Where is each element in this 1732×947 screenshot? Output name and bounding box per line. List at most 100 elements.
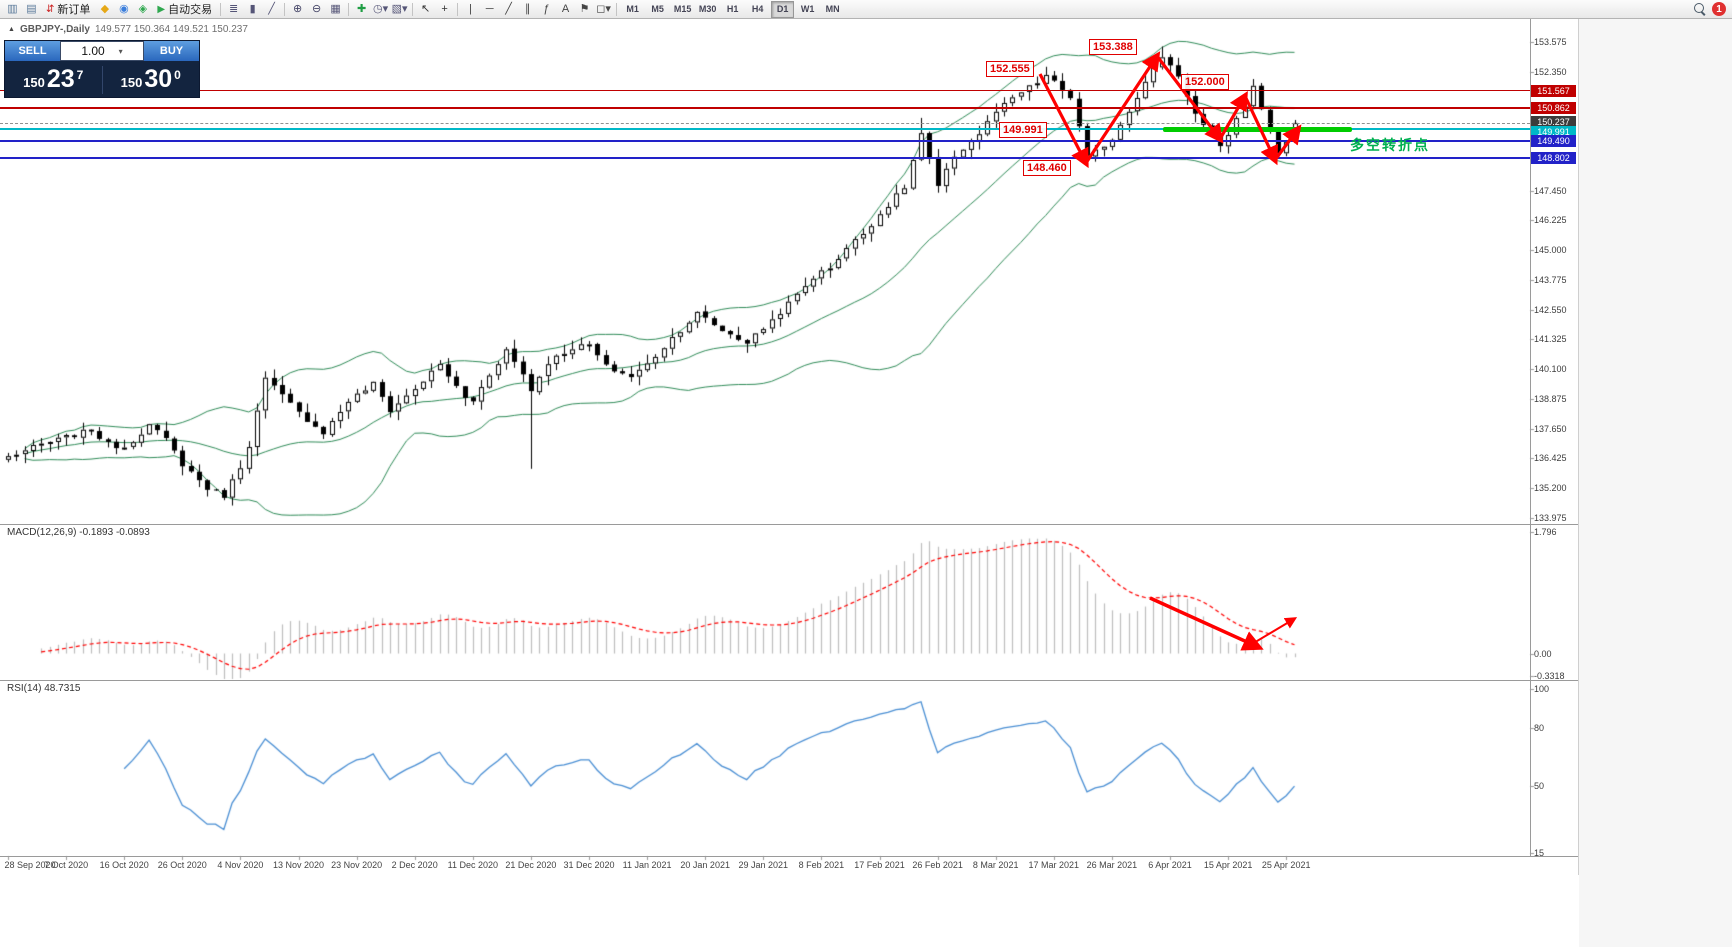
- date-tick: 26 Feb 2021: [912, 860, 963, 870]
- auto-trading-button-icon: ▶: [157, 3, 166, 15]
- trendline-icon[interactable]: ╱: [505, 2, 512, 15]
- timeframe-button-M5[interactable]: M5: [651, 4, 664, 14]
- fibonacci-icon[interactable]: ƒ: [543, 2, 550, 15]
- horizontal-line-icon[interactable]: ─: [485, 2, 494, 15]
- auto-trading-button-label: 自动交易: [168, 4, 213, 16]
- timeframe-button-H4[interactable]: H4: [751, 4, 764, 14]
- alerts-icon[interactable]: ◉: [119, 2, 129, 15]
- timeframe-button-M1[interactable]: M1: [626, 4, 639, 14]
- buy-button[interactable]: BUY: [144, 41, 199, 61]
- price-badge-148.802: 148.802: [1531, 151, 1576, 164]
- price-tick: 152.350: [1534, 66, 1567, 77]
- timeframe-button-D1[interactable]: D1: [771, 0, 795, 18]
- zoom-in-icon[interactable]: ⊕: [292, 2, 303, 15]
- rsi-tick: 15: [1534, 848, 1545, 859]
- new-chart-icon[interactable]: ▥: [7, 2, 18, 15]
- cursor-icon[interactable]: ↖: [420, 2, 431, 15]
- date-tick: 29 Jan 2021: [738, 860, 789, 870]
- date-tick: 4 Nov 2020: [217, 860, 264, 870]
- market-icon[interactable]: ◈: [138, 2, 148, 15]
- price-tick: 141.325: [1534, 334, 1567, 345]
- toolbar-separator: [616, 2, 618, 16]
- date-tick: 2 Dec 2020: [391, 860, 438, 870]
- date-tick: 21 Dec 2020: [505, 860, 557, 870]
- horizontal-level-line[interactable]: [0, 128, 1530, 131]
- main-toolbar: ▥ ▤ ⇵ 新订单 ◆ ◉ ◈ ▶ 自动交易 ≣ ▮ ╱ ⊕ ⊖ ▦ ✚ ◷▾ ▧▾ ↖ + | ─ ╱ ∥ ƒ A ⚑ ◻▾ M1 M5…: [0, 0, 1732, 19]
- bar-chart-icon[interactable]: ≣: [228, 2, 239, 15]
- date-tick: 7 Oct 2020: [44, 860, 89, 870]
- sell-price[interactable]: 150 23 7: [5, 67, 102, 92]
- rsi-tick: 80: [1534, 722, 1545, 733]
- price-tick: 142.550: [1534, 304, 1567, 315]
- rsi-tick: 50: [1534, 780, 1545, 791]
- price-tick: 153.575: [1534, 37, 1567, 47]
- horizontal-level-line[interactable]: [0, 157, 1530, 159]
- macd-label: MACD(12,26,9) -0.1893 -0.0893: [7, 527, 150, 538]
- buy-price[interactable]: 150 30 0: [103, 67, 200, 92]
- horizontal-level-line[interactable]: [0, 140, 1530, 142]
- timeframe-button-MN[interactable]: MN: [825, 4, 840, 14]
- date-tick: 16 Oct 2020: [99, 860, 149, 870]
- date-tick: 26 Mar 2021: [1086, 860, 1138, 870]
- symbol-period-label: GBPJPY-,Daily: [19, 24, 90, 35]
- price-badge-150.862: 150.862: [1531, 101, 1576, 114]
- profiles-icon[interactable]: ▤: [26, 2, 37, 15]
- price-annotation-box[interactable]: 152.000: [1181, 74, 1229, 90]
- timeframe-button-W1[interactable]: W1: [800, 4, 815, 14]
- sell-price-point: 7: [76, 68, 84, 82]
- candle-chart-icon[interactable]: ▮: [249, 2, 256, 15]
- price-annotation-box[interactable]: 152.555: [986, 61, 1034, 77]
- label-icon[interactable]: ⚑: [579, 2, 590, 15]
- oneclick-collapse-icon[interactable]: ▲: [8, 26, 15, 33]
- toolbar-separator: [457, 2, 459, 16]
- volume-input[interactable]: 1.00 ▾: [60, 41, 144, 61]
- line-chart-icon[interactable]: ╱: [268, 2, 275, 15]
- shapes-icon[interactable]: ◻▾: [596, 2, 611, 15]
- date-tick: 26 Oct 2020: [157, 860, 207, 870]
- search-icon[interactable]: [1694, 3, 1706, 16]
- time-axis-separator: [0, 856, 1578, 857]
- ohlc-readout: 149.577 150.364 149.521 150.237: [94, 24, 248, 35]
- channel-icon[interactable]: ∥: [524, 2, 531, 15]
- sell-button[interactable]: SELL: [5, 41, 60, 61]
- buy-price-whole: 150: [120, 75, 143, 90]
- auto-trading-button[interactable]: ▶ 自动交易: [152, 1, 217, 17]
- pane-separator[interactable]: [0, 680, 1578, 681]
- price-annotation-box[interactable]: 149.991: [999, 122, 1047, 138]
- price-annotation-box[interactable]: 148.460: [1023, 160, 1071, 176]
- support-zone-line[interactable]: [1163, 126, 1352, 132]
- volume-caret-icon[interactable]: ▾: [118, 46, 123, 56]
- text-icon[interactable]: A: [561, 2, 570, 15]
- macd-tick: -0.3318: [1534, 671, 1565, 681]
- crosshair-icon[interactable]: +: [441, 2, 448, 15]
- toolbar-separator: [412, 2, 414, 16]
- metaeditor-icon[interactable]: ◆: [100, 2, 110, 15]
- periods-icon[interactable]: ◷▾: [373, 2, 389, 15]
- zoom-out-icon[interactable]: ⊖: [311, 2, 322, 15]
- tile-windows-icon[interactable]: ▦: [330, 2, 341, 15]
- price-divider: [101, 65, 103, 94]
- new-order-button-label: 新订单: [57, 4, 91, 16]
- notification-badge[interactable]: 1: [1712, 2, 1726, 16]
- pivot-note-text[interactable]: 多空转折点: [1350, 137, 1430, 153]
- templates-icon[interactable]: ▧▾: [391, 2, 408, 15]
- price-badge-149.490: 149.490: [1531, 135, 1576, 148]
- horizontal-level-line[interactable]: [0, 90, 1530, 92]
- indicators-icon[interactable]: ✚: [356, 2, 367, 15]
- date-tick: 25 Apr 2021: [1261, 860, 1311, 870]
- timeframe-button-M30[interactable]: M30: [698, 4, 717, 14]
- rsi-tick: 100: [1534, 684, 1550, 694]
- timeframe-button-H1[interactable]: H1: [726, 4, 739, 14]
- pane-separator[interactable]: [0, 524, 1578, 525]
- vertical-line-icon[interactable]: |: [469, 2, 473, 15]
- price-axis-border: [1530, 19, 1531, 856]
- horizontal-level-line[interactable]: [0, 107, 1530, 109]
- price-tick: 145.000: [1534, 245, 1567, 256]
- bid-price-line[interactable]: [0, 122, 1530, 124]
- buy-price-pips: 30: [144, 65, 173, 93]
- timeframe-button-M15[interactable]: M15: [673, 4, 692, 14]
- price-annotation-box[interactable]: 153.388: [1089, 39, 1137, 55]
- new-order-button[interactable]: ⇵ 新订单: [41, 1, 95, 17]
- date-tick: 13 Nov 2020: [272, 860, 325, 870]
